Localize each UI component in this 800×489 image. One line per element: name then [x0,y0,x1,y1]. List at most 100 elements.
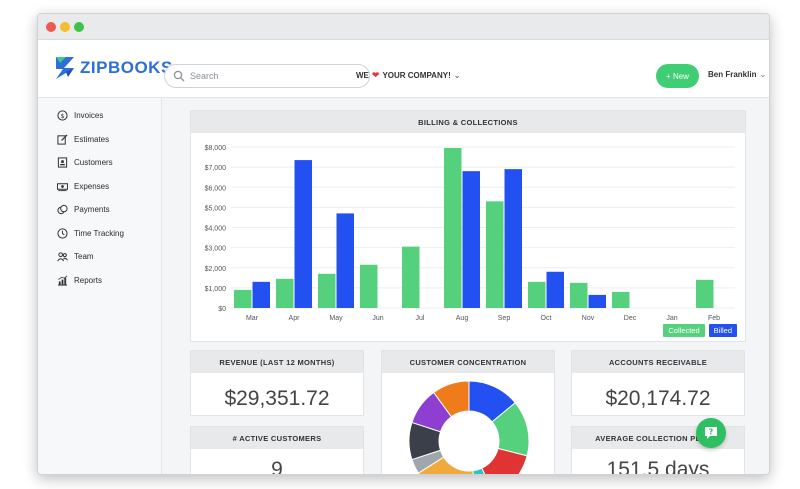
search-box[interactable] [164,64,370,88]
x-tick-label: Jan [666,315,677,322]
billing-collections-card: BILLING & COLLECTIONS $0 $1,000 $2,000 $3,0… [190,110,746,342]
sidebar-item-payments[interactable]: Payments [38,198,161,222]
card-title: CUSTOMER CONCENTRATION [382,351,554,373]
dashboard: BILLING & COLLECTIONS $0 $1,000 $2,000 $3,0… [162,98,769,474]
x-tick-label: Nov [582,315,595,322]
y-tick-label: $8,000 [205,145,227,152]
cash-icon [57,182,68,191]
sidebar-item-label: Team [74,252,94,262]
sidebar-item-label: Expenses [74,181,110,191]
x-tick-label: Feb [708,315,720,322]
clock-icon [57,228,68,239]
sidebar-item-label: Reports [74,275,103,285]
legend-billed[interactable]: Billed [708,324,737,337]
sidebar-item-expenses[interactable]: Expenses [38,175,161,199]
bar-collected-mar[interactable] [234,289,252,308]
window-titlebar [38,14,769,40]
bar-collected-sep[interactable] [486,201,504,308]
y-tick-label: $0 [218,306,226,313]
user-menu[interactable]: Ben Franklin ⌄ [708,70,766,79]
y-tick-label: $3,000 [205,246,227,253]
receivable-value: $20,174.72 [605,387,711,410]
x-tick-label: Oct [541,315,552,322]
x-tick-label: Jul [416,315,425,322]
donut-segment-3[interactable] [481,447,528,475]
sidebar-item-reports[interactable]: Reports [38,269,161,293]
revenue-card: REVENUE (LAST 12 MONTHS) $29,351.72 [190,350,364,416]
sidebar-item-label: Payments [74,205,110,215]
company-name: YOUR COMPANY! [382,71,451,80]
bar-billed-may[interactable] [336,213,355,308]
sidebar-item-team[interactable]: Team [38,245,161,269]
top-bar: ZIPBOOKS WE ❤ YOUR COMPANY! ⌄ + New Ben … [38,40,769,98]
bar-collected-jun[interactable] [360,264,378,308]
bar-collected-aug[interactable] [444,148,462,308]
bar-collected-jul[interactable] [402,246,420,308]
bar-billed-mar[interactable] [252,281,271,308]
sidebar-item-time-tracking[interactable]: Time Tracking [38,222,161,246]
y-tick-label: $5,000 [205,205,227,212]
coins-icon [57,205,68,215]
collection-period-value: 151.5 days [606,458,710,475]
x-tick-label: Mar [246,315,259,322]
card-title: REVENUE (LAST 12 MONTHS) [191,351,363,373]
bar-collected-oct[interactable] [528,281,546,308]
customer-concentration-donut [408,380,530,475]
x-tick-label: Apr [289,315,301,322]
sidebar-item-customers[interactable]: Customers [38,151,161,175]
bar-collected-apr[interactable] [276,278,294,308]
y-tick-label: $1,000 [205,286,227,293]
chart-icon [57,275,68,286]
svg-text:?: ? [709,428,714,437]
company-selector[interactable]: WE ❤ YOUR COMPANY! ⌄ [356,70,460,81]
search-icon [173,70,185,82]
bar-billed-aug[interactable] [462,171,481,308]
maximize-window-button[interactable] [74,22,84,32]
sidebar-item-estimates[interactable]: Estimates [38,128,161,152]
heart-icon: ❤ [371,70,380,80]
sidebar-item-label: Customers [74,158,113,168]
contact-card-icon [57,157,68,168]
x-tick-label: May [329,315,343,322]
brand-name: ZIPBOOKS [80,58,173,77]
search-input[interactable] [190,71,360,81]
help-chat-button[interactable]: ? [696,418,726,448]
revenue-value: $29,351.72 [224,387,330,410]
sidebar-item-label: Invoices [74,111,104,121]
bar-billed-oct[interactable] [546,271,565,308]
legend-collected[interactable]: Collected [663,324,705,337]
x-tick-label: Jun [372,315,383,322]
bar-collected-dec[interactable] [612,291,630,308]
bar-billed-nov[interactable] [588,294,607,308]
bar-collected-may[interactable] [318,273,336,308]
bar-billed-sep[interactable] [504,169,523,308]
chevron-down-icon: ⌄ [759,70,767,79]
bar-collected-feb[interactable] [696,279,714,308]
close-window-button[interactable] [46,22,56,32]
browser-window: ZIPBOOKS WE ❤ YOUR COMPANY! ⌄ + New Ben … [37,13,770,475]
minimize-window-button[interactable] [60,22,70,32]
svg-text:$: $ [60,112,64,120]
y-tick-label: $4,000 [205,226,227,233]
zipbooks-logo-icon [56,57,74,79]
x-tick-label: Dec [624,315,637,322]
y-tick-label: $6,000 [205,185,227,192]
card-title: BILLING & COLLECTIONS [191,111,745,133]
accounts-receivable-card: ACCOUNTS RECEIVABLE $20,174.72 [571,350,745,416]
y-tick-label: $2,000 [205,266,227,273]
donut-segment-9[interactable] [433,380,470,418]
new-button[interactable]: + New [656,64,699,88]
card-title: ACCOUNTS RECEIVABLE [572,351,744,373]
logo[interactable]: ZIPBOOKS [54,54,173,82]
customer-concentration-card: CUSTOMER CONCENTRATION [381,350,555,475]
bar-billed-apr[interactable] [294,160,313,308]
bar-collected-nov[interactable] [570,282,588,308]
user-name: Ben Franklin [708,70,757,79]
help-chat-icon: ? [705,427,717,439]
sidebar-item-label: Estimates [74,134,110,144]
sidebar-item-invoices[interactable]: $ Invoices [38,104,161,128]
card-title: # ACTIVE CUSTOMERS [191,427,363,449]
active-customers-value: 9 [271,458,283,475]
chevron-down-icon: ⌄ [453,71,461,80]
billing-collections-chart: $0 $1,000 $2,000 $3,000 $4,000 $5,000 $6,000 $7… [205,145,735,322]
